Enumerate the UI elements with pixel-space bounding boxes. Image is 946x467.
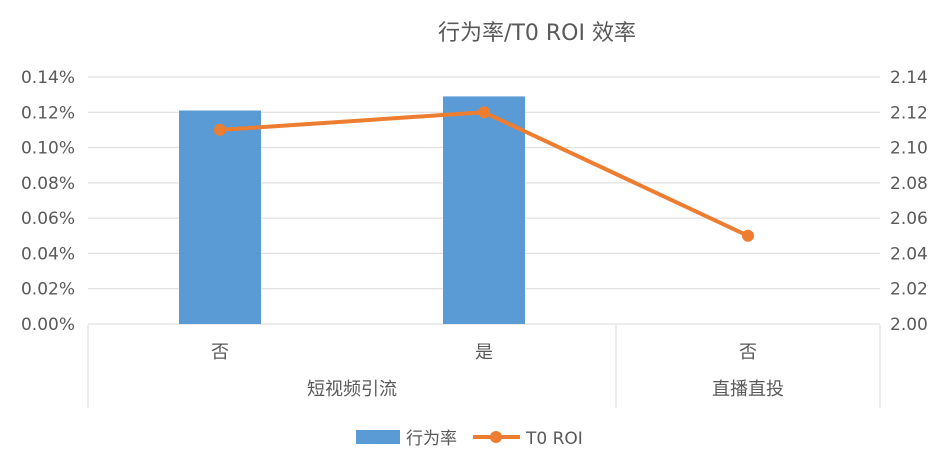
left-tick-label: 0.04%	[21, 244, 75, 264]
legend: 行为率 T0 ROI	[356, 429, 583, 449]
left-tick-label: 0.14%	[21, 68, 75, 88]
left-tick-label: 0.06%	[21, 209, 75, 229]
category-label: 否	[211, 342, 229, 363]
right-tick-label: 2.14	[890, 68, 928, 88]
line-point	[214, 123, 226, 136]
left-tick-label: 0.00%	[21, 315, 75, 335]
left-tick-label: 0.10%	[21, 139, 75, 159]
bar	[179, 110, 261, 325]
bar	[443, 96, 525, 325]
left-axis-ticks: 0.00% 0.02% 0.04% 0.06% 0.08% 0.10% 0.12% 0.14%	[21, 68, 75, 335]
line-point	[478, 106, 490, 119]
legend-label: 行为率	[406, 429, 457, 449]
right-tick-label: 2.10	[890, 139, 928, 159]
group-label: 直播直投	[712, 379, 784, 400]
left-tick-label: 0.02%	[21, 280, 75, 300]
legend-marker	[490, 431, 502, 443]
category-label: 否	[739, 342, 757, 363]
legend-swatch-bar	[356, 430, 400, 444]
line-point	[742, 229, 754, 242]
legend-label: T0 ROI	[525, 429, 583, 449]
bar-series	[179, 96, 525, 325]
right-tick-label: 2.08	[890, 174, 928, 194]
category-axis: 短视频引流 直播直投 否 是 否	[87, 325, 881, 408]
right-axis-ticks: 2.00 2.02 2.04 2.06 2.08 2.10 2.12 2.14	[890, 68, 928, 335]
left-tick-label: 0.08%	[21, 174, 75, 194]
line-series	[214, 106, 754, 242]
right-tick-label: 2.04	[890, 244, 928, 264]
right-tick-label: 2.02	[890, 280, 928, 300]
group-label: 短视频引流	[307, 379, 397, 400]
right-tick-label: 2.00	[890, 315, 928, 335]
right-tick-label: 2.12	[890, 103, 928, 123]
chart-title: 行为率/T0 ROI 效率	[438, 21, 636, 46]
left-tick-label: 0.12%	[21, 103, 75, 123]
category-label: 是	[475, 342, 493, 363]
right-tick-label: 2.06	[890, 209, 928, 229]
